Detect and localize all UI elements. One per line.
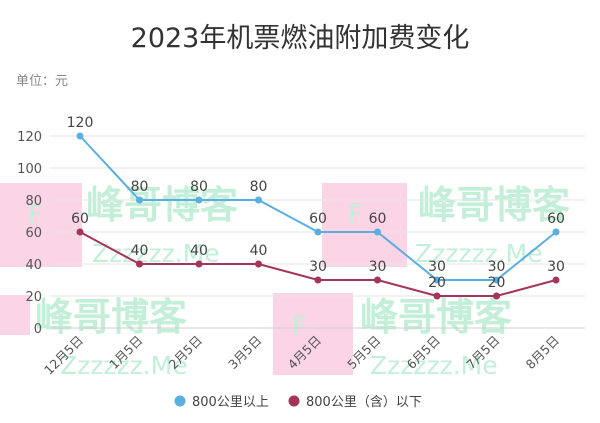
data-point: [552, 276, 560, 284]
legend-marker: [174, 395, 186, 407]
data-label: 60: [369, 211, 387, 227]
data-label: 30: [488, 259, 506, 275]
data-point: [136, 260, 143, 268]
data-label: 80: [250, 179, 268, 195]
watermark-text: 峰哥博客: [35, 295, 187, 339]
watermark-subtext: Zzzzzz.Me: [415, 239, 543, 268]
data-point: [195, 196, 203, 204]
watermark-block: [322, 183, 407, 267]
watermark-glyph: F: [292, 311, 306, 340]
data-point: [136, 196, 143, 204]
data-label: 60: [547, 211, 565, 227]
data-point: [433, 292, 441, 300]
x-tick-label: 8月5日: [523, 333, 563, 373]
series-1: 120 80 80 80 60 60 30 30 60: [67, 115, 565, 284]
data-label: 80: [190, 179, 208, 195]
data-point: [76, 132, 84, 140]
y-tick-label: 60: [25, 226, 42, 241]
y-tick-label: 120: [17, 130, 42, 145]
data-point: [255, 196, 262, 204]
data-point: [195, 260, 203, 268]
data-point: [552, 228, 560, 236]
y-tick-label: 40: [25, 258, 42, 273]
data-point: [493, 292, 500, 300]
data-point: [255, 260, 262, 268]
legend-marker: [288, 395, 300, 407]
unit-label: 单位：元: [16, 74, 68, 89]
data-label: 30: [547, 259, 565, 275]
data-label: 30: [428, 259, 446, 275]
data-label: 40: [190, 243, 208, 259]
data-point: [433, 276, 441, 284]
data-label: 60: [71, 211, 89, 227]
watermark-text: 峰哥博客: [360, 295, 512, 339]
data-label: 20: [428, 275, 446, 291]
watermark-block: [0, 183, 82, 267]
data-label: 30: [309, 259, 327, 275]
y-tick-label: 80: [25, 194, 42, 209]
x-tick-label: 3月5日: [225, 333, 265, 373]
legend-label: 800公里（含）以下: [306, 394, 422, 410]
legend-item: 800公里以上: [174, 395, 269, 410]
watermark-glyph: F: [348, 200, 362, 229]
data-label: 120: [67, 115, 94, 131]
legend-item: 800公里（含）以下: [288, 394, 422, 410]
data-point: [493, 276, 500, 284]
data-label: 40: [250, 243, 268, 259]
data-point: [374, 276, 381, 284]
y-tick-label: 0: [34, 322, 42, 337]
watermark-block: [0, 295, 30, 335]
watermark-glyph: F: [28, 200, 42, 229]
data-label: 80: [131, 179, 149, 195]
data-label: 60: [309, 211, 327, 227]
watermark-block: [273, 293, 353, 375]
data-point: [76, 228, 84, 236]
watermark-text: 峰哥博客: [86, 183, 238, 227]
watermark-text: 峰哥博客: [418, 183, 570, 227]
data-point: [314, 228, 322, 236]
data-point: [314, 276, 322, 284]
chart-title: 2023年机票燃油附加费变化: [131, 23, 470, 54]
y-tick-label: 100: [17, 162, 42, 177]
watermark-subtext: Zzzzzz.Me: [370, 351, 498, 380]
data-point: [374, 228, 381, 236]
data-label: 20: [488, 275, 506, 291]
data-label: 30: [369, 259, 387, 275]
legend-label: 800公里以上: [192, 395, 269, 410]
y-tick-label: 20: [25, 290, 42, 305]
legend: 800公里以上 800公里（含）以下: [174, 394, 422, 410]
watermark-subtext: Zzzzzz.Me: [60, 351, 188, 380]
data-label: 40: [131, 243, 149, 259]
